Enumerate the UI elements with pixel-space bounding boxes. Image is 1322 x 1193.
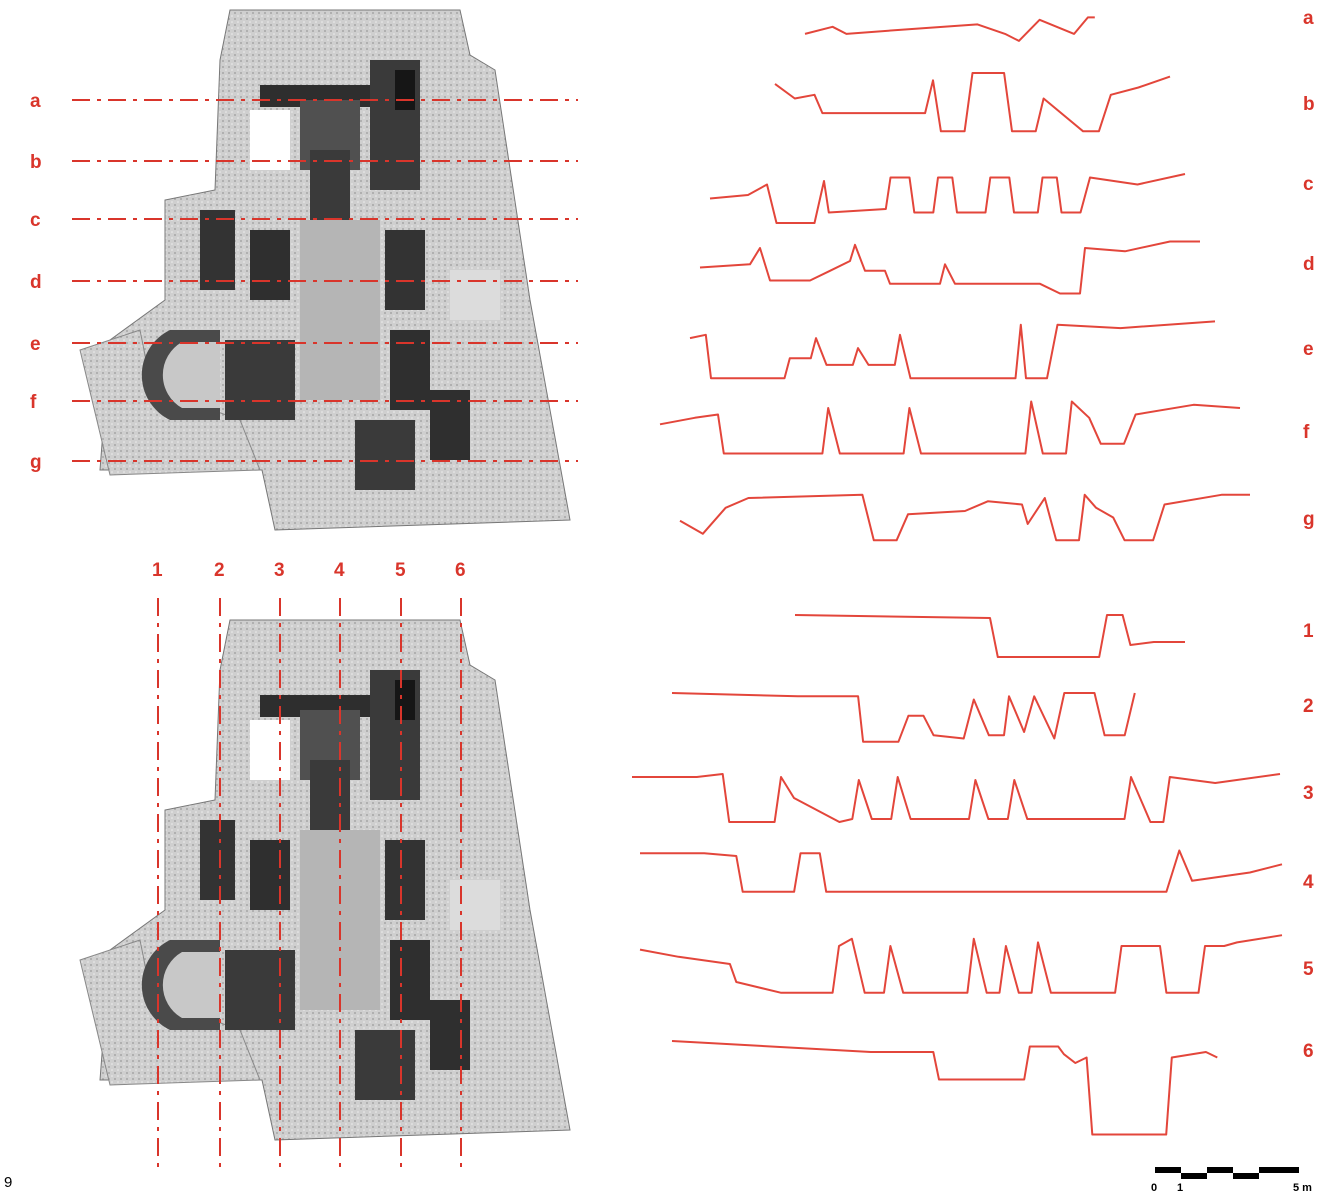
section-label-right-2: 2 <box>1303 696 1314 717</box>
section-profile-f <box>659 400 1241 455</box>
section-label-left-e: e <box>30 334 41 355</box>
vertical-section-profiles: 1 2 3 4 5 6 <box>632 614 1314 1136</box>
section-label-left-a: a <box>30 91 41 112</box>
section-profile-1 <box>794 614 1185 658</box>
section-label-left-c: c <box>30 210 41 231</box>
section-label-top-3: 3 <box>274 560 285 581</box>
section-label-top-5: 5 <box>395 560 406 581</box>
section-profile-c <box>709 173 1186 224</box>
section-profile-e <box>689 320 1216 380</box>
section-label-right-1: 1 <box>1303 621 1314 642</box>
section-profile-g <box>679 493 1250 542</box>
section-profile-5 <box>639 934 1283 994</box>
section-label-left-d: d <box>30 272 42 293</box>
section-profile-4 <box>640 849 1283 893</box>
vertical-section-lines: 1 2 3 4 5 6 <box>152 560 466 1168</box>
section-label-right-5: 5 <box>1303 959 1314 980</box>
section-label-right-a: a <box>1303 8 1314 29</box>
section-label-right-e: e <box>1303 339 1314 360</box>
scale-label-1: 1 <box>1177 1182 1183 1193</box>
section-label-top-2: 2 <box>214 560 225 581</box>
section-label-top-1: 1 <box>152 560 163 581</box>
section-label-top-6: 6 <box>455 560 466 581</box>
section-label-right-f: f <box>1303 422 1310 443</box>
site-plan-vertical-sections <box>79 619 571 1141</box>
scale-label-0: 0 <box>1151 1182 1157 1193</box>
section-profile-6 <box>671 1040 1218 1136</box>
scale-bar: 0 1 5 m <box>1151 1167 1312 1193</box>
section-label-left-f: f <box>30 392 37 413</box>
section-label-left-g: g <box>30 452 42 473</box>
figure-number: 9 <box>4 1174 13 1191</box>
section-profile-d <box>699 240 1200 295</box>
section-profile-a <box>804 16 1095 42</box>
section-label-right-c: c <box>1303 174 1314 195</box>
section-label-right-b: b <box>1303 94 1315 115</box>
section-profile-b <box>774 72 1171 133</box>
site-plan-horizontal-sections <box>79 9 571 531</box>
section-label-right-g: g <box>1303 509 1315 530</box>
scale-label-5m: 5 m <box>1293 1182 1312 1193</box>
section-label-right-4: 4 <box>1303 872 1314 893</box>
section-label-left-b: b <box>30 152 42 173</box>
section-profile-3 <box>632 773 1281 823</box>
section-label-top-4: 4 <box>334 560 345 581</box>
section-label-right-d: d <box>1303 254 1315 275</box>
section-label-right-3: 3 <box>1303 783 1314 804</box>
horizontal-section-lines: a b c d e f g <box>30 91 578 473</box>
horizontal-section-profiles: a b c d e f g <box>659 8 1315 542</box>
section-profile-2 <box>671 692 1136 743</box>
section-label-right-6: 6 <box>1303 1041 1314 1062</box>
